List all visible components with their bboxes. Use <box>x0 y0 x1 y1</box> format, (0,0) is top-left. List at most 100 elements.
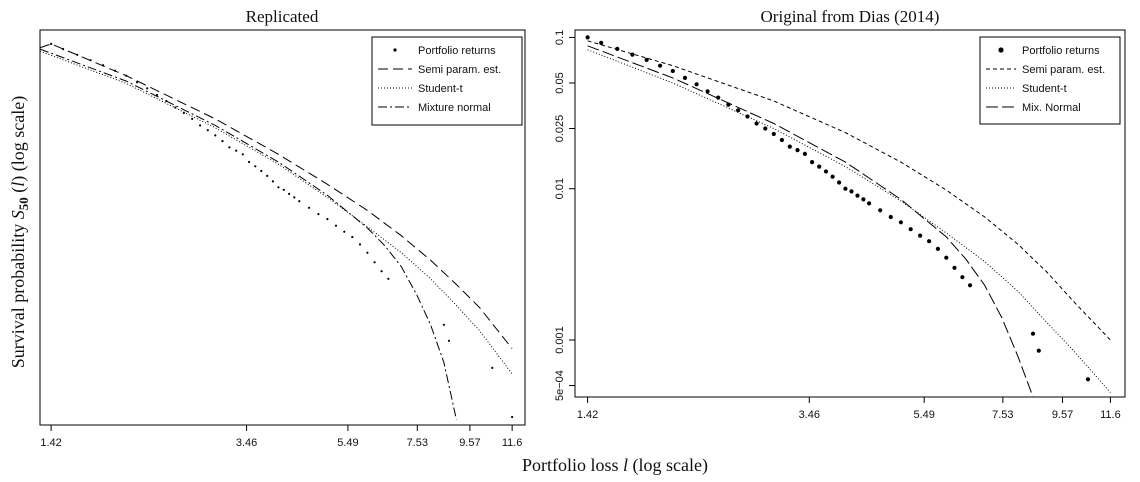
data-point <box>935 246 941 251</box>
x-tick-label: 1.42 <box>577 409 598 421</box>
legend-label: Portfolio returns <box>418 45 496 57</box>
legend-label: Semi param. est. <box>418 64 501 76</box>
data-point <box>787 144 792 149</box>
x-axis-label-prefix: Portfolio loss <box>522 455 623 475</box>
data-point <box>135 81 139 84</box>
data-point <box>843 186 848 191</box>
x-tick-label: 9.57 <box>1052 409 1073 421</box>
x-tick-label: 3.46 <box>799 409 820 421</box>
y-axis-label-suffix: ) (log scale) <box>8 96 29 182</box>
plot-frame <box>39 29 526 426</box>
data-point <box>952 265 957 270</box>
legend-label: Mixture normal <box>418 102 491 114</box>
series-line-3 <box>40 48 457 420</box>
data-point <box>288 192 291 195</box>
data-point <box>599 40 604 46</box>
data-point <box>615 46 620 52</box>
data-point <box>736 108 741 113</box>
data-point <box>810 160 815 165</box>
data-point <box>214 134 217 137</box>
data-point <box>795 148 800 153</box>
data-point <box>918 233 923 238</box>
legend-box <box>979 36 1121 125</box>
data-point <box>206 129 209 132</box>
series-line-2 <box>587 49 1111 393</box>
data-point <box>317 213 320 216</box>
data-point <box>282 188 285 191</box>
data-point <box>228 146 231 149</box>
data-point <box>260 169 263 173</box>
data-point <box>241 153 244 156</box>
x-tick-label: 5.49 <box>337 437 358 449</box>
data-point <box>266 174 269 177</box>
data-point <box>771 131 776 137</box>
data-point <box>644 57 649 63</box>
y-axis-label-prefix: Survival probability <box>8 219 28 368</box>
data-point <box>326 218 329 221</box>
data-point <box>491 366 494 369</box>
legend: Portfolio returns Semi param. est. Student… <box>979 36 1121 125</box>
series-line-1 <box>587 40 1111 341</box>
data-point <box>510 415 514 419</box>
data-point <box>682 75 688 80</box>
data-point <box>823 169 829 174</box>
data-point <box>944 255 949 260</box>
y-tick-label: 5e−04 <box>554 370 566 401</box>
data-point <box>334 224 338 227</box>
series-line-1 <box>40 43 513 349</box>
data-point <box>254 165 257 168</box>
legend-box <box>371 36 523 126</box>
data-point <box>861 197 866 202</box>
series-points <box>585 35 1091 382</box>
data-point <box>670 68 675 74</box>
data-point <box>366 251 369 254</box>
data-point <box>380 270 383 273</box>
x-tick-label: 3.46 <box>236 437 257 449</box>
x-tick-label: 9.57 <box>459 437 480 449</box>
data-point <box>763 126 768 131</box>
legend-marker <box>998 47 1004 53</box>
data-point <box>1085 377 1091 382</box>
x-axis-label: Portfolio loss l (log scale) <box>522 455 708 476</box>
data-point <box>849 189 854 194</box>
x-tick-label: 7.53 <box>992 409 1013 421</box>
data-point <box>716 95 721 100</box>
data-point <box>447 339 451 342</box>
data-point <box>146 87 149 90</box>
x-tick-label: 5.49 <box>913 409 934 421</box>
data-point <box>779 137 785 143</box>
data-point <box>837 180 842 185</box>
data-point <box>967 283 973 288</box>
data-point <box>442 323 445 326</box>
y-axis-label-paren: ( <box>8 187 29 198</box>
data-point <box>293 196 296 199</box>
data-point <box>351 235 354 239</box>
data-point <box>387 277 390 280</box>
x-tick-label: 1.42 <box>40 437 61 449</box>
data-point <box>898 220 904 225</box>
data-point <box>343 230 346 233</box>
x-tick-label: 11.6 <box>1100 409 1121 421</box>
data-point <box>248 160 251 164</box>
data-point <box>221 140 224 143</box>
legend-label: Student-t <box>418 83 463 95</box>
data-point <box>855 193 860 198</box>
data-point <box>1036 348 1041 353</box>
data-point <box>694 82 699 87</box>
y-tick-label: 0.001 <box>554 326 566 354</box>
data-point <box>927 239 932 244</box>
data-point <box>235 149 238 152</box>
plot-area <box>40 42 514 420</box>
data-point <box>878 208 883 213</box>
x-axis-label-variable: l <box>623 455 628 475</box>
legend-marker <box>393 48 397 52</box>
legend-label: Student-t <box>1022 83 1067 95</box>
data-point <box>358 243 362 246</box>
y-tick-label: 0.025 <box>554 115 566 143</box>
data-point <box>705 89 710 94</box>
legend-label: Mix. Normal <box>1022 102 1081 114</box>
data-point <box>199 124 202 127</box>
data-point <box>867 201 872 206</box>
y-axis-label: Survival probability S50 (l) (log scale) <box>8 96 31 368</box>
